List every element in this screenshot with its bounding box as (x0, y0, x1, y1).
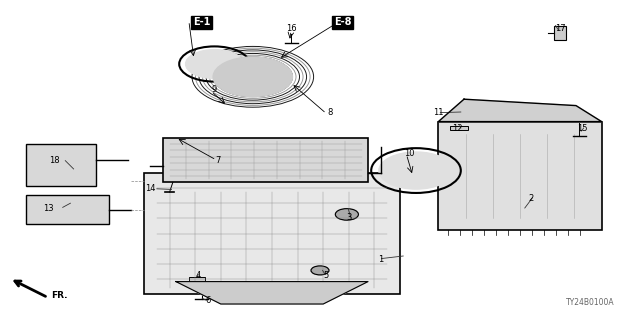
FancyBboxPatch shape (144, 173, 400, 294)
Text: 17: 17 (555, 24, 565, 33)
Text: 7: 7 (215, 156, 220, 164)
FancyBboxPatch shape (450, 126, 468, 130)
Text: 16: 16 (286, 24, 296, 33)
Text: 2: 2 (529, 194, 534, 203)
Text: 11: 11 (433, 108, 444, 116)
Text: TY24B0100A: TY24B0100A (566, 298, 614, 307)
Text: 13: 13 (43, 204, 53, 212)
Text: 12: 12 (452, 124, 463, 132)
FancyBboxPatch shape (26, 144, 96, 186)
Text: 8: 8 (327, 108, 332, 116)
Text: 9: 9 (212, 85, 217, 94)
FancyBboxPatch shape (438, 122, 602, 230)
Circle shape (213, 57, 292, 97)
Text: 6: 6 (205, 296, 211, 305)
Text: 5: 5 (324, 271, 329, 280)
Text: 4: 4 (196, 271, 201, 280)
FancyBboxPatch shape (189, 277, 205, 282)
Text: 3: 3 (346, 213, 351, 222)
Text: FR.: FR. (51, 292, 68, 300)
Text: E-1: E-1 (193, 17, 211, 28)
FancyBboxPatch shape (163, 138, 368, 182)
Circle shape (379, 152, 453, 189)
Circle shape (335, 209, 358, 220)
Text: 18: 18 (49, 156, 60, 164)
Text: E-8: E-8 (333, 17, 351, 28)
Text: 10: 10 (404, 149, 415, 158)
FancyBboxPatch shape (554, 26, 566, 40)
Polygon shape (438, 99, 602, 122)
Circle shape (311, 266, 329, 275)
Circle shape (186, 50, 243, 78)
FancyBboxPatch shape (26, 195, 109, 224)
Text: 15: 15 (577, 124, 588, 132)
Polygon shape (176, 282, 368, 304)
Text: 14: 14 (145, 184, 156, 193)
Text: 1: 1 (378, 255, 383, 264)
